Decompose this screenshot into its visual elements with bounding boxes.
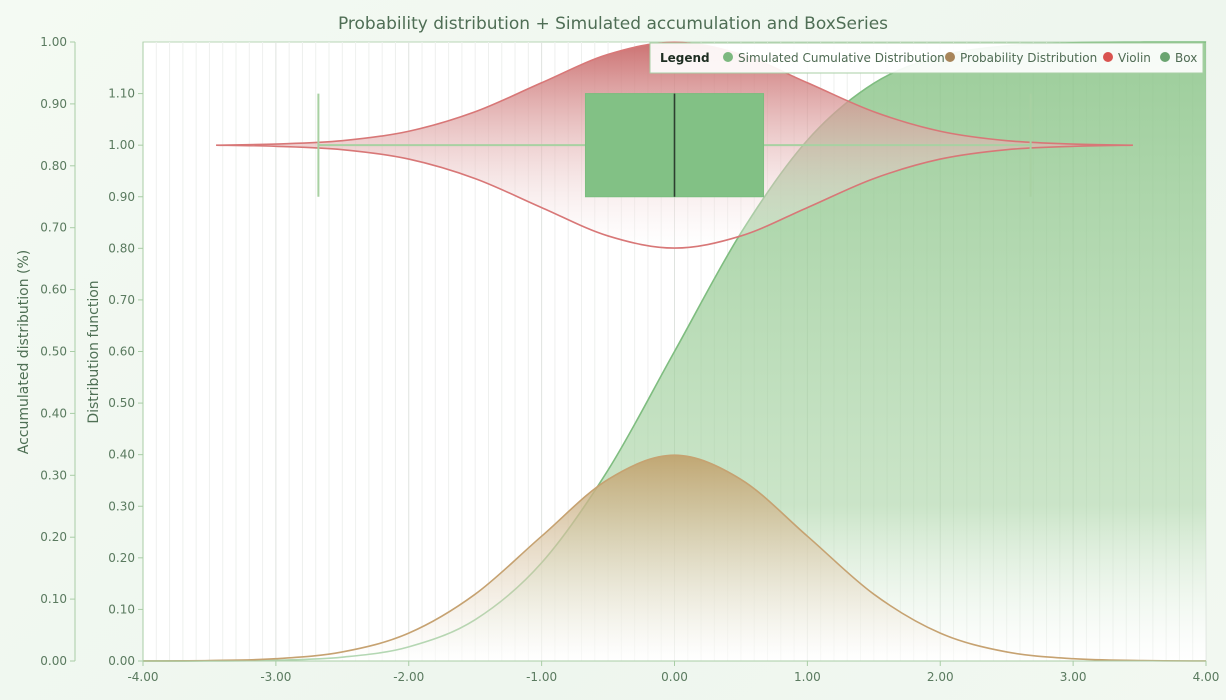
legend-label: Probability Distribution (960, 51, 1097, 65)
y-dist-tick-label: 0.30 (108, 499, 135, 513)
y-dist-tick-label: 1.10 (108, 87, 135, 101)
y-acc-tick-label: 0.10 (40, 592, 67, 606)
x-tick-label: 3.00 (1060, 670, 1087, 684)
legend-marker (1160, 52, 1170, 62)
y-acc-tick-label: 1.00 (40, 35, 67, 49)
y-acc-tick-label: 0.20 (40, 530, 67, 544)
x-tick-label: 0.00 (661, 670, 688, 684)
legend-label: Simulated Cumulative Distribution (738, 51, 945, 65)
y-axis-label-distribution: Distribution function (86, 280, 102, 423)
y-dist-tick-label: 0.80 (108, 241, 135, 255)
y-acc-tick-label: 0.70 (40, 221, 67, 235)
y-dist-tick-label: 0.40 (108, 448, 135, 462)
legend-marker (1103, 52, 1113, 62)
y-dist-tick-label: 0.50 (108, 396, 135, 410)
y-dist-tick-label: 0.20 (108, 551, 135, 565)
y-acc-tick-label: 0.00 (40, 654, 67, 668)
x-tick-label: 2.00 (927, 670, 954, 684)
x-tick-label: -4.00 (127, 670, 158, 684)
y-acc-tick-label: 0.90 (40, 97, 67, 111)
chart-title: Probability distribution + Simulated acc… (338, 14, 888, 34)
y-dist-tick-label: 0.60 (108, 345, 135, 359)
y-acc-tick-label: 0.80 (40, 159, 67, 173)
probability-line (142, 454, 1207, 662)
legend-marker (723, 52, 733, 62)
x-tick-label: -2.00 (393, 670, 424, 684)
x-tick-label: -1.00 (526, 670, 557, 684)
y-acc-tick-label: 0.30 (40, 468, 67, 482)
y-acc-tick-label: 0.60 (40, 283, 67, 297)
legend-marker (945, 52, 955, 62)
y-dist-tick-label: 0.70 (108, 293, 135, 307)
y-axis-label-accumulated: Accumulated distribution (%) (16, 250, 32, 454)
y-acc-tick-label: 0.40 (40, 406, 67, 420)
y-dist-tick-label: 0.90 (108, 190, 135, 204)
probability-area (143, 455, 1206, 661)
y-acc-tick-label: 0.50 (40, 345, 67, 359)
x-tick-label: 1.00 (794, 670, 821, 684)
x-tick-label: -3.00 (260, 670, 291, 684)
y-dist-tick-label: 0.00 (108, 654, 135, 668)
legend-label: Box (1175, 51, 1197, 65)
y-dist-tick-label: 0.10 (108, 602, 135, 616)
x-tick-label: 4.00 (1193, 670, 1220, 684)
y-dist-tick-label: 1.00 (108, 138, 135, 152)
legend-label: Violin (1118, 51, 1151, 65)
legend-title: Legend (660, 51, 710, 65)
